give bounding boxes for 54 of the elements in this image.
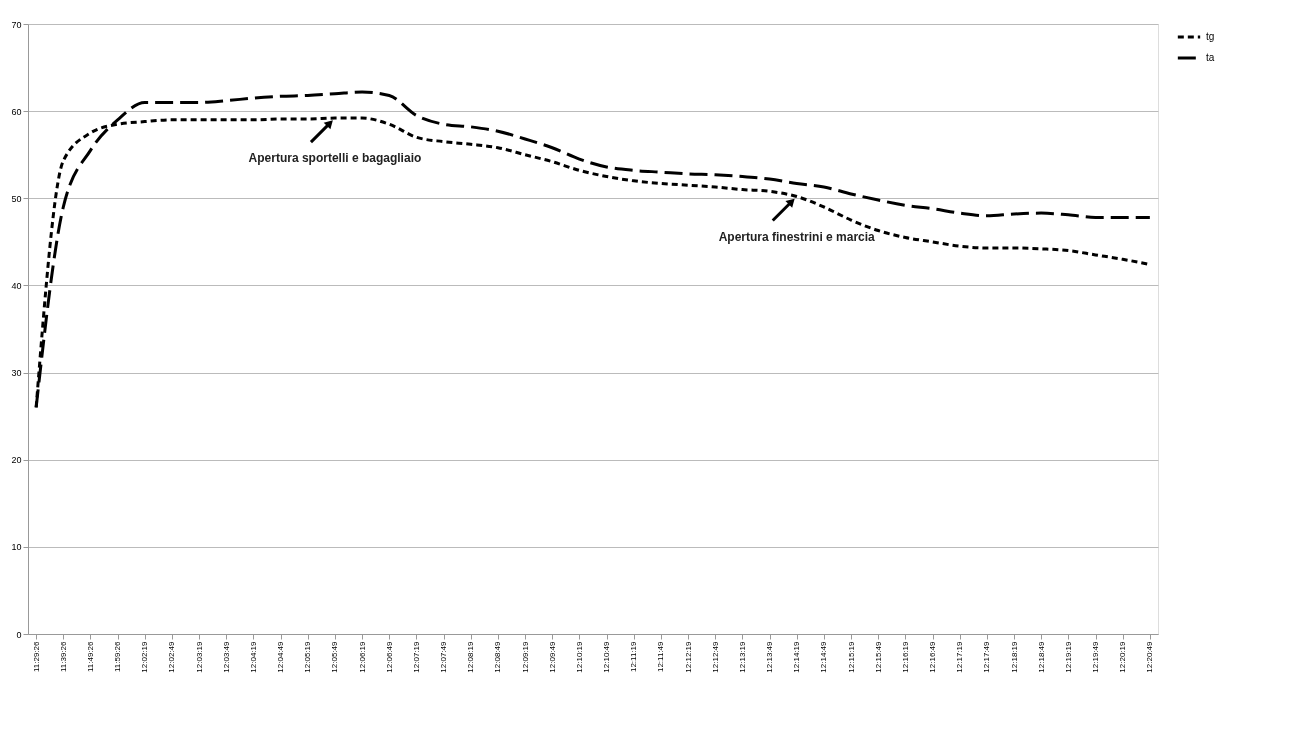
x-tick-label: 12:20:19 xyxy=(1118,640,1128,673)
y-tick-label: 10 xyxy=(11,542,22,553)
x-tick-label: 12:11:19 xyxy=(629,640,639,673)
x-tick-label: 12:09:49 xyxy=(547,640,557,673)
legend-label: ta xyxy=(1206,52,1215,63)
x-tick-label: 12:15:49 xyxy=(873,640,883,673)
y-tick-label: 60 xyxy=(11,106,22,117)
y-tick-label: 30 xyxy=(11,368,22,379)
x-tick-label: 12:14:49 xyxy=(819,640,829,673)
x-tick-label: 12:18:49 xyxy=(1036,640,1046,673)
x-tick-label: 12:13:19 xyxy=(737,640,747,673)
x-tick-label: 12:18:19 xyxy=(1009,640,1019,673)
y-tick-label: 70 xyxy=(11,19,22,30)
x-tick-label: 11:39:26 xyxy=(58,640,68,673)
annotation: Apertura sportelli e bagagliaio xyxy=(248,151,422,166)
x-tick-label: 12:05:19 xyxy=(303,640,313,673)
x-tick-label: 12:12:49 xyxy=(710,640,720,673)
x-tick-label: 12:03:19 xyxy=(194,640,204,673)
x-tick-label: 12:09:19 xyxy=(520,640,530,673)
x-tick-label: 12:08:49 xyxy=(493,640,503,673)
x-tick-label: 11:49:26 xyxy=(85,640,95,673)
x-tick-label: 12:17:19 xyxy=(955,640,965,673)
x-tick-label: 12:08:19 xyxy=(466,640,476,673)
y-tick-label: 0 xyxy=(16,629,22,640)
x-tick-label: 12:15:19 xyxy=(846,640,856,673)
x-tick-label: 12:19:19 xyxy=(1063,640,1073,673)
x-tick-label: 11:29:26 xyxy=(31,640,41,673)
x-tick-label: 12:19:49 xyxy=(1091,640,1101,673)
x-tick-label: 12:05:49 xyxy=(330,640,340,673)
x-tick-label: 12:06:19 xyxy=(357,640,367,673)
x-tick-label: 12:11:49 xyxy=(656,640,666,673)
x-tick-label: 12:10:19 xyxy=(574,640,584,673)
x-tick-label: 12:10:49 xyxy=(602,640,612,673)
x-tick-label: 12:07:19 xyxy=(411,640,421,673)
y-tick-label: 20 xyxy=(11,455,22,466)
x-tick-label: 12:02:19 xyxy=(140,640,150,673)
x-tick-label: 12:14:19 xyxy=(792,640,802,673)
x-tick-label: 12:17:49 xyxy=(982,640,992,673)
x-tick-label: 12:13:49 xyxy=(765,640,775,673)
x-tick-label: 12:02:49 xyxy=(167,640,177,673)
y-tick-label: 50 xyxy=(11,193,22,204)
x-tick-label: 12:03:49 xyxy=(221,640,231,673)
x-tick-label: 12:04:49 xyxy=(276,640,286,673)
x-tick-label: 12:16:49 xyxy=(928,640,938,673)
annotation: Apertura finestrini e marcia xyxy=(718,229,876,244)
legend-label: tg xyxy=(1206,31,1215,42)
x-tick-label: 12:04:19 xyxy=(248,640,258,673)
x-tick-label: 12:16:19 xyxy=(900,640,910,673)
x-tick-label: 12:07:49 xyxy=(439,640,449,673)
x-tick-label: 11:59:26 xyxy=(113,640,123,673)
y-tick-label: 40 xyxy=(11,280,22,291)
x-tick-label: 12:06:49 xyxy=(384,640,394,673)
x-tick-label: 12:20:49 xyxy=(1145,640,1155,673)
x-tick-label: 12:12:19 xyxy=(683,640,693,673)
